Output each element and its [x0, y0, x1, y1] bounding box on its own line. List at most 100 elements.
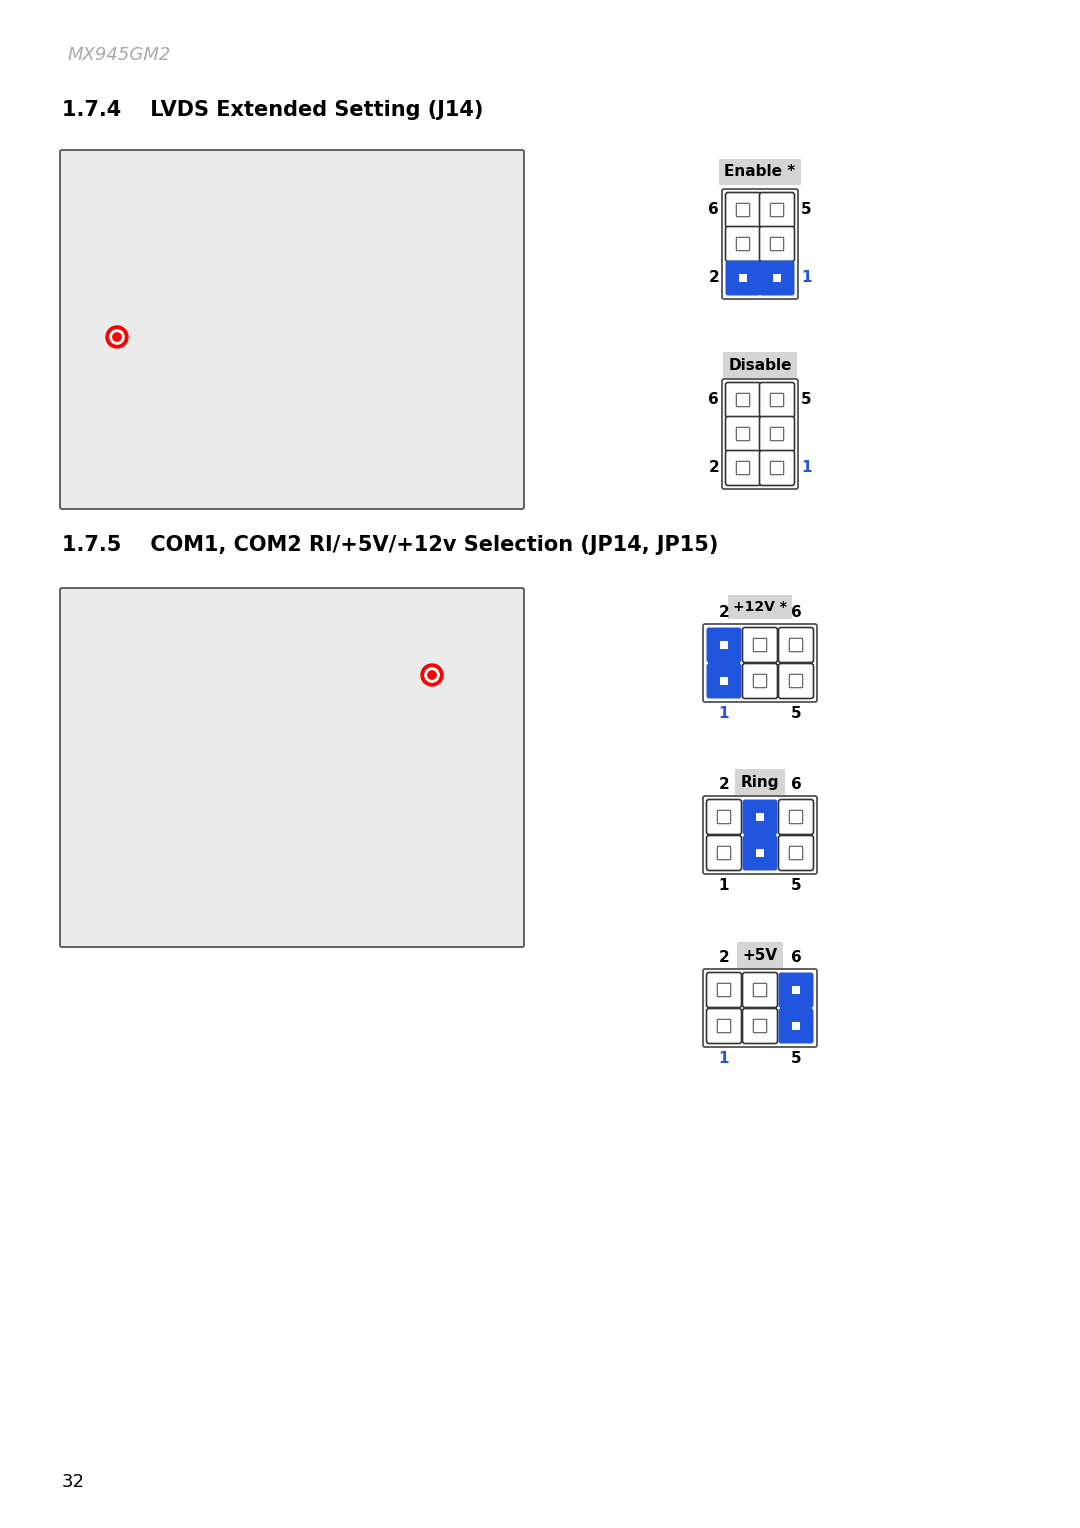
FancyBboxPatch shape: [60, 150, 524, 509]
FancyBboxPatch shape: [789, 847, 802, 860]
Text: 1: 1: [719, 879, 729, 892]
FancyBboxPatch shape: [789, 639, 802, 652]
FancyBboxPatch shape: [743, 799, 778, 834]
FancyBboxPatch shape: [706, 836, 742, 871]
Text: MX945GM2: MX945GM2: [68, 46, 172, 64]
FancyBboxPatch shape: [759, 226, 795, 261]
Bar: [792, 1022, 800, 1030]
Text: 2: 2: [718, 950, 729, 966]
Text: 2: 2: [708, 270, 719, 286]
Text: +5V: +5V: [742, 947, 778, 963]
Text: 5: 5: [791, 1051, 801, 1067]
FancyBboxPatch shape: [717, 810, 731, 824]
Circle shape: [428, 671, 436, 678]
Bar: [773, 274, 781, 283]
Text: 5: 5: [801, 203, 812, 217]
FancyBboxPatch shape: [754, 984, 767, 996]
FancyBboxPatch shape: [726, 417, 760, 451]
FancyBboxPatch shape: [743, 663, 778, 698]
FancyBboxPatch shape: [726, 260, 760, 295]
FancyBboxPatch shape: [759, 451, 795, 486]
Bar: [708, 628, 740, 698]
Text: 1: 1: [719, 706, 729, 721]
FancyBboxPatch shape: [743, 836, 778, 871]
FancyBboxPatch shape: [737, 393, 750, 406]
Text: 6: 6: [791, 950, 801, 966]
FancyBboxPatch shape: [717, 984, 731, 996]
Text: 6: 6: [708, 393, 719, 408]
Text: 5: 5: [791, 706, 801, 721]
Circle shape: [106, 325, 129, 348]
FancyBboxPatch shape: [759, 193, 795, 228]
Text: Enable *: Enable *: [725, 165, 796, 179]
FancyBboxPatch shape: [779, 1008, 813, 1044]
Text: 1: 1: [719, 1051, 729, 1067]
FancyBboxPatch shape: [717, 1019, 731, 1033]
FancyBboxPatch shape: [770, 203, 784, 217]
FancyBboxPatch shape: [759, 417, 795, 451]
Text: 2: 2: [718, 605, 729, 620]
FancyBboxPatch shape: [754, 674, 767, 688]
FancyBboxPatch shape: [770, 237, 784, 251]
Text: 2: 2: [708, 460, 719, 475]
FancyBboxPatch shape: [770, 428, 784, 440]
Bar: [719, 677, 728, 685]
Bar: [792, 986, 800, 995]
Bar: [739, 274, 747, 283]
FancyBboxPatch shape: [706, 799, 742, 834]
FancyBboxPatch shape: [737, 203, 750, 217]
FancyBboxPatch shape: [737, 461, 750, 475]
FancyBboxPatch shape: [779, 628, 813, 663]
FancyBboxPatch shape: [779, 663, 813, 698]
Bar: [756, 848, 765, 857]
FancyBboxPatch shape: [759, 382, 795, 417]
Text: 6: 6: [791, 605, 801, 620]
FancyBboxPatch shape: [789, 674, 802, 688]
Text: +12V *: +12V *: [733, 601, 787, 614]
Circle shape: [112, 333, 121, 341]
FancyBboxPatch shape: [706, 663, 742, 698]
Text: 5: 5: [801, 393, 812, 408]
FancyBboxPatch shape: [743, 972, 778, 1007]
FancyBboxPatch shape: [726, 226, 760, 261]
FancyBboxPatch shape: [726, 382, 760, 417]
FancyBboxPatch shape: [726, 193, 760, 228]
Bar: [780, 973, 812, 1044]
Bar: [719, 640, 728, 649]
FancyBboxPatch shape: [779, 799, 813, 834]
Text: 1.7.4    LVDS Extended Setting (J14): 1.7.4 LVDS Extended Setting (J14): [62, 99, 484, 121]
FancyBboxPatch shape: [706, 972, 742, 1007]
Text: Disable: Disable: [728, 358, 792, 373]
FancyBboxPatch shape: [706, 628, 742, 663]
FancyBboxPatch shape: [737, 237, 750, 251]
FancyBboxPatch shape: [706, 1008, 742, 1044]
FancyBboxPatch shape: [754, 639, 767, 652]
FancyBboxPatch shape: [754, 1019, 767, 1033]
Circle shape: [110, 330, 124, 344]
Text: 6: 6: [791, 778, 801, 792]
FancyBboxPatch shape: [770, 461, 784, 475]
Circle shape: [421, 665, 443, 686]
Text: 6: 6: [708, 203, 719, 217]
FancyBboxPatch shape: [717, 847, 731, 860]
Text: 1: 1: [801, 270, 811, 286]
Text: 1.7.5    COM1, COM2 RI/+5V/+12v Selection (JP14, JP15): 1.7.5 COM1, COM2 RI/+5V/+12v Selection (…: [62, 535, 718, 555]
FancyBboxPatch shape: [737, 428, 750, 440]
Text: 5: 5: [791, 879, 801, 892]
FancyBboxPatch shape: [759, 260, 795, 295]
FancyBboxPatch shape: [60, 588, 524, 947]
FancyBboxPatch shape: [743, 1008, 778, 1044]
FancyBboxPatch shape: [789, 810, 802, 824]
FancyBboxPatch shape: [779, 972, 813, 1007]
Text: 32: 32: [62, 1473, 85, 1491]
Text: 2: 2: [718, 778, 729, 792]
Bar: [744, 801, 777, 869]
FancyBboxPatch shape: [743, 628, 778, 663]
FancyBboxPatch shape: [726, 451, 760, 486]
Bar: [727, 261, 793, 295]
FancyBboxPatch shape: [770, 393, 784, 406]
Circle shape: [424, 668, 440, 681]
Text: Ring: Ring: [741, 775, 780, 790]
Bar: [756, 813, 765, 821]
FancyBboxPatch shape: [779, 836, 813, 871]
